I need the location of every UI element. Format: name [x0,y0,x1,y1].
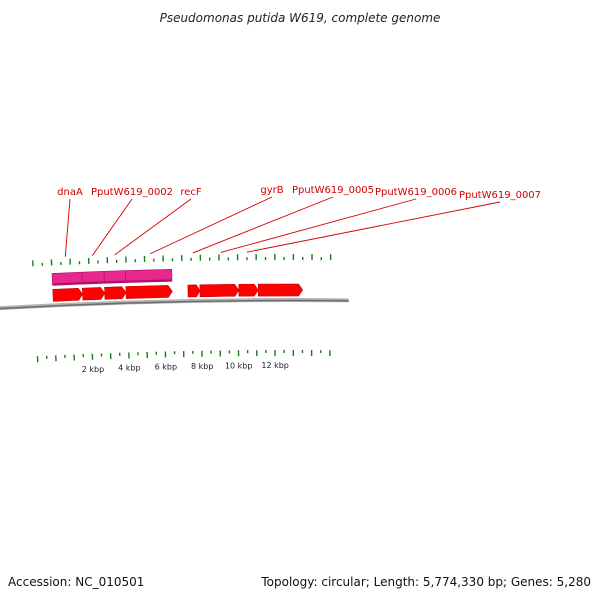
cds-feature [52,287,83,302]
cds-feature [187,284,201,298]
label-leader-line [64,198,71,257]
gene-feature-edge [52,282,83,286]
accession-text: Accession: NC_010501 [8,575,144,589]
cds-feature [82,287,106,301]
map-title: Pseudomonas putida W619, complete genome [160,11,441,25]
feature-label: PputW619_0002 [91,187,173,198]
feature-label: PputW619_0005 [292,185,374,196]
feature-labels: dnaA PputW619_0002 recF gyrB PputW619_0005 Pp… [57,185,541,257]
backbone-line [0,299,349,310]
scale-label: 8 kbp [191,362,213,371]
scale-label: 6 kbp [155,363,177,372]
label-leader-line [149,196,273,255]
cds-feature [125,285,173,299]
gene-feature-edge [104,280,126,284]
cds-feature [104,286,127,300]
label-leader-line [114,198,192,256]
feature-label: recF [180,187,202,198]
scale-label: 2 kbp [82,365,104,374]
feature-label: dnaA [57,187,83,198]
scale-ticks-inner [36,350,331,363]
gene-feature-edge [82,281,105,285]
label-leader-line [220,198,417,253]
feature-label: gyrB [260,185,283,196]
topology-summary-text: Topology: circular; Length: 5,774,330 bp… [260,575,591,589]
cds-feature [238,283,259,297]
feature-label: PputW619_0007 [459,190,541,201]
label-leader-line [192,196,334,254]
scale-label: 10 kbp [225,361,253,370]
scale-ticks-outer [32,254,332,267]
gene-track [51,269,173,286]
scale-label: 4 kbp [118,364,140,373]
genome-backbone [0,297,349,311]
scale-label: 12 kbp [261,361,289,370]
cds-feature [199,283,240,298]
scale-labels: 2 kbp 4 kbp 6 kbp 8 kbp 10 kbp 12 kbp [82,361,289,374]
feature-label: PputW619_0006 [375,187,457,198]
cds-feature [257,283,303,297]
gene-feature-edge [125,279,172,283]
cds-track [52,283,303,302]
label-leader-line [246,201,501,253]
label-leader-line [91,198,133,256]
